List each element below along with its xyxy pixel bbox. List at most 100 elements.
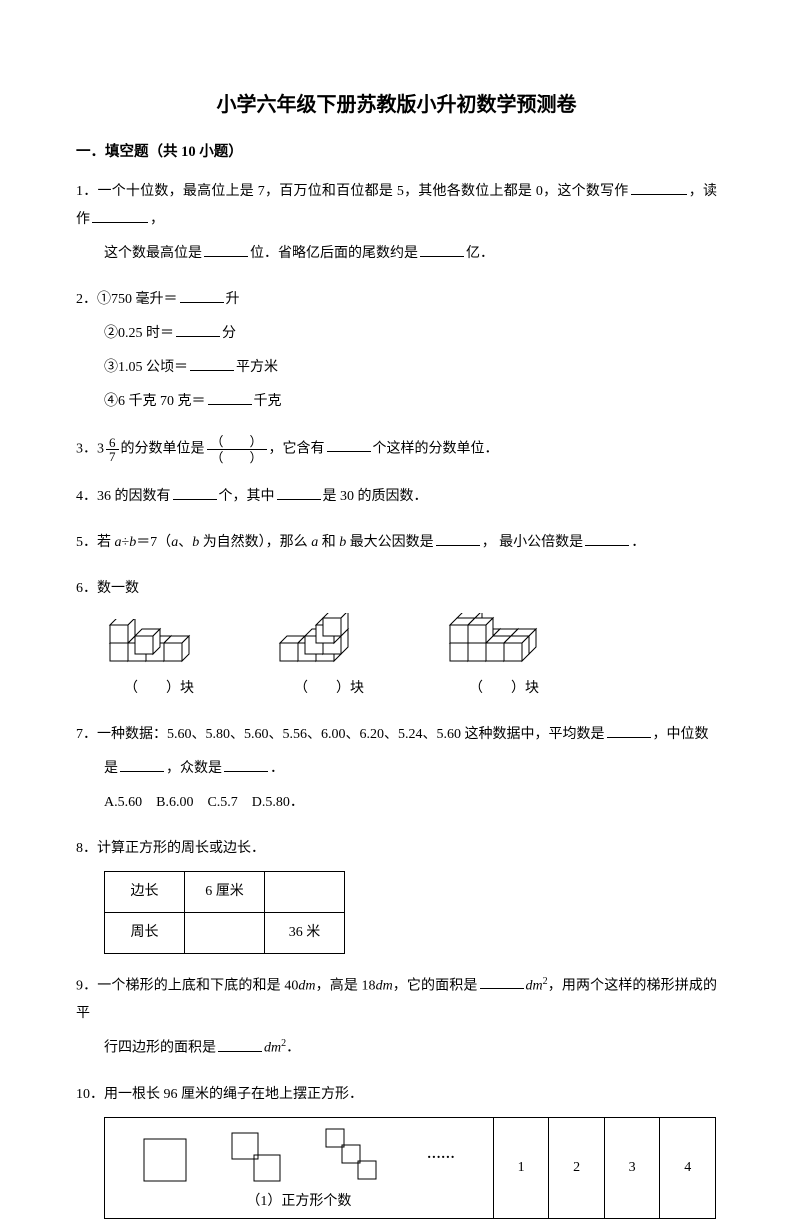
q7-text: 是 (104, 761, 118, 776)
cubes-icon (104, 619, 214, 671)
cubes-icon (274, 613, 384, 671)
q10-caption: （1）正方形个数 (113, 1188, 485, 1216)
blank (420, 243, 464, 257)
cube-caption: （ ）块 (274, 675, 384, 703)
question-4: 4．36 的因数有 个，其中 是 30 的质因数． (76, 483, 717, 511)
question-10: 10．用一根长 96 厘米的绳子在地上摆正方形． …… （ (76, 1081, 717, 1219)
table-cell (265, 871, 345, 912)
q1-text: 位．省略亿后面的尾数约是 (250, 246, 418, 261)
q9-text: ，它的面积是 (393, 978, 478, 993)
q5-text: 最大公因数是 (346, 535, 434, 550)
table-cell: 4 (660, 1118, 716, 1219)
blank (204, 243, 248, 257)
q2-text: ④6 千克 70 克＝ (104, 394, 206, 409)
q7-text: ，中位数 (653, 727, 709, 742)
table-cell: 36 米 (265, 912, 345, 953)
q5-text: ＝7（ (136, 535, 171, 550)
q9-text: ． (286, 1041, 300, 1056)
question-9: 9．一个梯形的上底和下底的和是 40dm，高是 18dm，它的面积是dm2，用两… (76, 972, 717, 1063)
cube-figure-3: （ ）块 (444, 613, 564, 703)
page-title: 小学六年级下册苏教版小升初数学预测卷 (76, 90, 717, 120)
q5-text: 为自然数），那么 (199, 535, 311, 550)
question-7: 7．一种数据：5.60、5.80、5.60、5.56、6.00、6.20、5.2… (76, 721, 717, 817)
squares-2-icon (231, 1132, 281, 1182)
q1-text: 1．一个十位数，最高位上是 7，百万位和百位都是 5，其他各数位上都是 0，这个… (76, 184, 629, 199)
question-2: 2．①750 毫升＝ 升 ②0.25 时＝ 分 ③1.05 公顷＝ 平方米 ④6 千克… (76, 286, 717, 416)
blank (176, 323, 220, 337)
q5-text: 和 (318, 535, 339, 550)
blank (480, 975, 524, 989)
cube-caption: （ ）块 (444, 675, 564, 703)
q4-text: 是 30 的质因数． (323, 489, 428, 504)
q7-options: A.5.60 B.6.00 C.5.7 D.5.80． (104, 795, 304, 810)
q5-text: 5．若 (76, 535, 115, 550)
q9-text: 9．一个梯形的上底和下底的和是 40 (76, 978, 298, 993)
q7-text: ，众数是 (166, 761, 222, 776)
table-cell: 1 (493, 1118, 549, 1219)
q8-table: 边长 6 厘米 周长 36 米 (104, 871, 345, 954)
dots: …… (427, 1141, 455, 1169)
q5-text: ． (631, 535, 645, 550)
q6-text: 6．数一数 (76, 575, 717, 603)
question-3: 3．367的分数单位是（ ）（ ），它含有个这样的分数单位． (76, 434, 717, 465)
table-row: 周长 36 米 (105, 912, 345, 953)
fraction: 67 (106, 436, 119, 463)
q7-text: 7．一种数据：5.60、5.80、5.60、5.56、6.00、6.20、5.2… (76, 727, 605, 742)
squares-3-icon (325, 1128, 383, 1182)
table-cell: 周长 (105, 912, 185, 953)
blank (224, 758, 268, 772)
paren-fraction: （ ）（ ） (207, 434, 267, 465)
blank (92, 209, 148, 223)
table-row: …… （1）正方形个数 1 2 3 4 (105, 1118, 716, 1219)
question-1: 1．一个十位数，最高位上是 7，百万位和百位都是 5，其他各数位上都是 0，这个… (76, 178, 717, 268)
q5-text: 、 (178, 535, 192, 550)
frac-den: （ ） (207, 450, 267, 465)
q3-text: 的分数单位是 (121, 441, 205, 456)
q2-text: 分 (222, 326, 236, 341)
blank (585, 532, 629, 546)
table-cell (185, 912, 265, 953)
blank (180, 289, 224, 303)
blank (120, 758, 164, 772)
frac-num: （ ） (207, 434, 267, 450)
q4-text: 个，其中 (219, 489, 275, 504)
blank (173, 486, 217, 500)
question-5: 5．若 a÷b＝7（a、b 为自然数），那么 a 和 b 最大公因数是， 最小公… (76, 529, 717, 557)
var-a: a (115, 535, 122, 550)
table-cell: 2 (549, 1118, 605, 1219)
cube-caption: （ ）块 (104, 675, 214, 703)
q3-text: ，它含有 (269, 441, 325, 456)
q9-text: 行四边形的面积是 (104, 1041, 216, 1056)
blank (190, 357, 234, 371)
q1-text: ， (150, 212, 164, 227)
square-icon (143, 1138, 187, 1182)
q2-text: 千克 (254, 394, 282, 409)
q7-text: ． (270, 761, 284, 776)
frac-num: 6 (106, 436, 119, 450)
blank (631, 181, 687, 195)
cube-figure-2: （ ）块 (274, 613, 384, 703)
blank (277, 486, 321, 500)
q2-text: 2．①750 毫升＝ (76, 292, 178, 307)
blank (327, 438, 371, 452)
q2-text: 升 (226, 292, 240, 307)
question-8: 8．计算正方形的周长或边长． 边长 6 厘米 周长 36 米 (76, 835, 717, 954)
q2-text: ②0.25 时＝ (104, 326, 174, 341)
table-cell: 6 厘米 (185, 871, 265, 912)
q2-text: ③1.05 公顷＝ (104, 360, 188, 375)
section-heading: 一．填空题（共 10 小题） (76, 142, 717, 164)
table-row: 边长 6 厘米 (105, 871, 345, 912)
cube-figure-1: （ ）块 (104, 619, 214, 703)
question-6: 6．数一数 (76, 575, 717, 703)
blank (607, 724, 651, 738)
q5-text: ， 最小公倍数是 (482, 535, 584, 550)
blank (208, 391, 252, 405)
q2-text: 平方米 (236, 360, 278, 375)
q10-text: 10．用一根长 96 厘米的绳子在地上摆正方形． (76, 1081, 717, 1109)
table-cell-figures: …… （1）正方形个数 (105, 1118, 494, 1219)
table-cell: 3 (604, 1118, 660, 1219)
q3-text: 个这样的分数单位． (373, 441, 499, 456)
q4-text: 4．36 的因数有 (76, 489, 171, 504)
unit-dm: dm (298, 978, 315, 993)
q1-text: 这个数最高位是 (104, 246, 202, 261)
